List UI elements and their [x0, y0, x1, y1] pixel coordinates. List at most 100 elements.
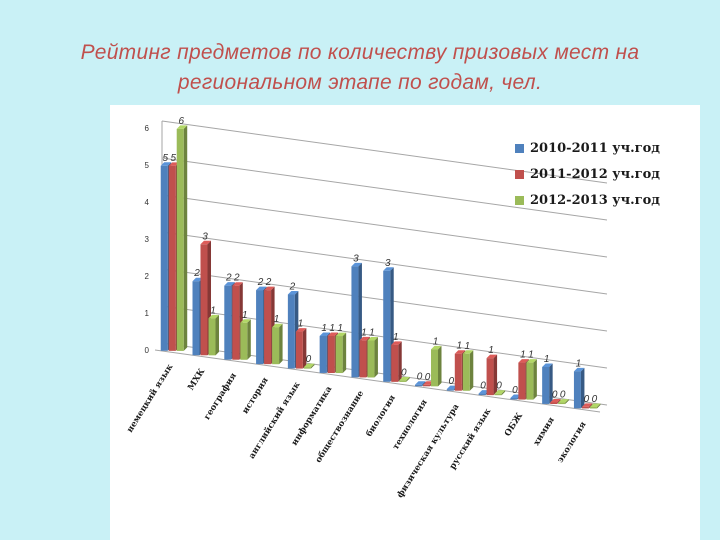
data-label: 3 [202, 231, 208, 242]
bar-top [494, 390, 506, 394]
data-label: 1 [528, 350, 534, 361]
data-label: 0 [449, 376, 455, 387]
data-label: 1 [393, 332, 399, 343]
bar-top [550, 399, 561, 403]
bar-top [192, 277, 204, 282]
bar [478, 393, 486, 396]
bar-side [493, 354, 498, 396]
bar-top [264, 286, 275, 291]
data-label: 1 [544, 354, 550, 365]
bar-top [351, 262, 362, 267]
bar-side [533, 359, 537, 400]
grid-line [161, 194, 608, 258]
data-label: 1 [361, 327, 367, 338]
bar-top [383, 267, 394, 271]
data-label: 1 [465, 341, 471, 352]
bar [431, 349, 439, 387]
bar [335, 336, 343, 374]
bar-top [160, 162, 172, 166]
data-label: 0 [480, 381, 486, 392]
legend-label: 2012-2013 уч.год [530, 192, 660, 208]
bar [232, 285, 240, 360]
data-label: 0 [417, 372, 423, 383]
bar-top [176, 125, 188, 129]
y-tick-label: 1 [145, 309, 150, 318]
data-label: 3 [385, 258, 391, 269]
bar-top [287, 291, 299, 295]
bar [486, 358, 494, 396]
bar-top [486, 354, 498, 359]
x-tick-label: история [241, 376, 271, 416]
data-label: 0 [584, 394, 590, 405]
bar-side [215, 314, 220, 356]
x-tick-label: экология [556, 420, 589, 465]
data-label: 1 [520, 350, 526, 361]
bar-side [580, 367, 585, 409]
chart-title: Рейтинг предметов по количеству призовых… [0, 38, 720, 98]
bar-top [208, 314, 220, 319]
bar-side [247, 319, 251, 360]
bar [295, 331, 303, 369]
bar-top [224, 282, 235, 286]
bar [573, 371, 581, 409]
data-label: 0 [496, 381, 502, 392]
data-label: 1 [457, 341, 463, 352]
bar-top [200, 240, 212, 245]
bar [391, 344, 399, 382]
grid-line [161, 157, 608, 221]
bar-side [438, 345, 442, 387]
bar [176, 128, 184, 351]
bar [327, 336, 335, 374]
x-tick-label: география [202, 371, 239, 421]
bar [208, 318, 216, 356]
bar [272, 327, 280, 365]
bar-top [526, 359, 537, 363]
data-label: 2 [265, 277, 272, 288]
bar-side [398, 341, 402, 382]
data-label: 1 [369, 327, 375, 338]
bar [446, 389, 454, 391]
data-label: 2 [193, 268, 200, 279]
data-label: 0 [401, 367, 407, 378]
bar [526, 362, 534, 400]
bar-top [454, 350, 466, 354]
bar [224, 285, 232, 360]
legend-swatch-red [515, 169, 524, 179]
y-tick-label: 4 [145, 198, 150, 207]
data-label: 0 [306, 354, 312, 365]
y-tick-label: 0 [145, 346, 150, 355]
y-tick-label: 3 [145, 235, 150, 244]
legend-item: 2011-2012 уч.год [515, 161, 660, 187]
bar-side [422, 381, 426, 387]
bar [287, 294, 295, 369]
bar-side [557, 399, 561, 405]
bar-side [588, 403, 593, 409]
data-label: 2 [225, 273, 232, 284]
bar-top [367, 336, 378, 341]
data-label: 5 [162, 153, 168, 164]
legend-swatch-blue [515, 143, 524, 153]
data-label: 1 [274, 314, 280, 325]
bar-side [501, 390, 506, 396]
bar [192, 281, 200, 356]
data-label: 1 [337, 323, 343, 334]
chart-title-line-1: Рейтинг предметов по количеству призовых… [80, 41, 640, 64]
bar-side [342, 332, 347, 374]
bar-top [446, 385, 458, 390]
data-label: 1 [433, 336, 439, 347]
data-label: 1 [210, 305, 216, 316]
bar-side [469, 350, 474, 391]
bar-side [310, 363, 315, 369]
bar-side [374, 336, 378, 378]
bar-top [542, 363, 553, 367]
data-label: 1 [298, 319, 304, 330]
bar-top [232, 282, 243, 286]
bar-top [415, 381, 426, 385]
bar [454, 353, 462, 391]
data-label: 1 [242, 310, 248, 321]
data-label: 1 [576, 358, 582, 369]
x-tick-label: химия [532, 416, 557, 448]
bar-top [168, 162, 180, 166]
bar [256, 290, 264, 365]
